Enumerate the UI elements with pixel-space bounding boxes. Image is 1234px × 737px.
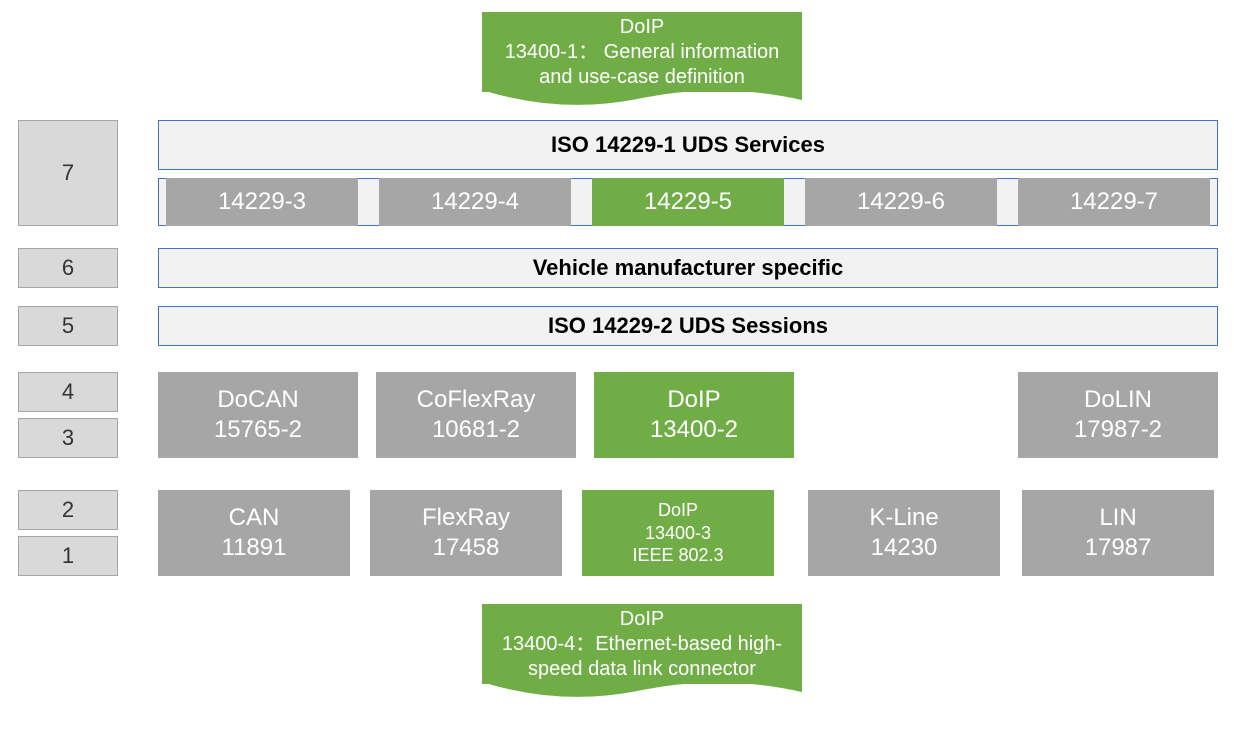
layer-label-7: 7	[18, 120, 118, 226]
block-kline: K-Line 14230	[808, 490, 1000, 576]
layer-3-text: 3	[62, 424, 74, 452]
layer-6-text: 6	[62, 254, 74, 282]
row-manufacturer: Vehicle manufacturer specific	[158, 248, 1218, 288]
sub-e-text: 14229-7	[1070, 187, 1158, 217]
sub-d-text: 14229-6	[857, 187, 945, 217]
lin-l1: LIN	[1099, 503, 1136, 533]
docan-l1: DoCAN	[217, 385, 298, 415]
callout-bottom-line1: DoIP	[620, 607, 664, 632]
callout-top-line2: 13400-1： General information	[505, 40, 780, 65]
callout-bottom: DoIP 13400-4：Ethernet-based high- speed …	[482, 604, 802, 684]
block-doip-12: DoIP 13400-3 IEEE 802.3	[582, 490, 774, 576]
sub-c-text: 14229-5	[644, 187, 732, 217]
layer-2-text: 2	[62, 496, 74, 524]
flexray-l1: FlexRay	[422, 503, 510, 533]
sub-14229-5: 14229-5	[592, 178, 784, 226]
doip12-l1: DoIP	[658, 499, 698, 522]
coflexray-l2: 10681-2	[432, 415, 520, 445]
lin-l2: 17987	[1085, 533, 1152, 563]
block-can: CAN 11891	[158, 490, 350, 576]
sub-14229-3: 14229-3	[166, 178, 358, 226]
flexray-l2: 17458	[433, 533, 500, 563]
row-uds-services: ISO 14229-1 UDS Services	[158, 120, 1218, 170]
layer-label-1: 1	[18, 536, 118, 576]
uds-sessions-text: ISO 14229-2 UDS Sessions	[548, 312, 828, 340]
sub-b-text: 14229-4	[431, 187, 519, 217]
layer-1-text: 1	[62, 542, 74, 570]
kline-l2: 14230	[871, 533, 938, 563]
layer-label-5: 5	[18, 306, 118, 346]
layer-4-text: 4	[62, 378, 74, 406]
sub-14229-4: 14229-4	[379, 178, 571, 226]
row-uds-sessions: ISO 14229-2 UDS Sessions	[158, 306, 1218, 346]
callout-bottom-line2: 13400-4：Ethernet-based high-	[502, 632, 782, 657]
layer-7-text: 7	[62, 159, 74, 187]
layer-label-4: 4	[18, 372, 118, 412]
layer-label-3: 3	[18, 418, 118, 458]
doip34-l2: 13400-2	[650, 415, 738, 445]
doip34-l1: DoIP	[667, 385, 720, 415]
kline-l1: K-Line	[869, 503, 938, 533]
callout-top-line3: and use-case definition	[539, 65, 745, 90]
layer-label-2: 2	[18, 490, 118, 530]
callout-top: DoIP 13400-1： General information and us…	[482, 12, 802, 92]
block-coflexray: CoFlexRay 10681-2	[376, 372, 576, 458]
block-flexray: FlexRay 17458	[370, 490, 562, 576]
block-lin: LIN 17987	[1022, 490, 1214, 576]
sub-a-text: 14229-3	[218, 187, 306, 217]
doip12-l2: 13400-3	[645, 522, 711, 545]
sub-14229-6: 14229-6	[805, 178, 997, 226]
layer-label-6: 6	[18, 248, 118, 288]
can-l2: 11891	[222, 533, 287, 563]
block-dolin: DoLIN 17987-2	[1018, 372, 1218, 458]
dolin-l2: 17987-2	[1074, 415, 1162, 445]
callout-top-wave-icon	[482, 90, 802, 110]
layer-5-text: 5	[62, 312, 74, 340]
block-docan: DoCAN 15765-2	[158, 372, 358, 458]
coflexray-l1: CoFlexRay	[417, 385, 536, 415]
can-l1: CAN	[229, 503, 280, 533]
dolin-l1: DoLIN	[1084, 385, 1152, 415]
callout-top-line1: DoIP	[620, 15, 664, 40]
callout-bottom-wave-icon	[482, 682, 802, 702]
block-doip-34: DoIP 13400-2	[594, 372, 794, 458]
doip12-l3: IEEE 802.3	[632, 544, 723, 567]
callout-bottom-line3: speed data link connector	[528, 657, 756, 682]
docan-l2: 15765-2	[214, 415, 302, 445]
manufacturer-text: Vehicle manufacturer specific	[533, 254, 844, 282]
sub-14229-7: 14229-7	[1018, 178, 1210, 226]
uds-services-text: ISO 14229-1 UDS Services	[551, 131, 825, 159]
